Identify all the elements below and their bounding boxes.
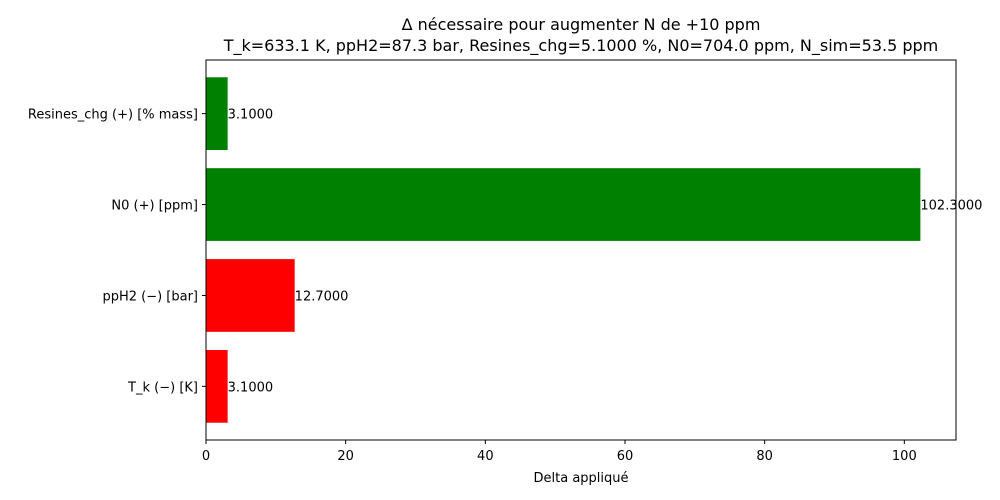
plot-frame: [205, 59, 957, 441]
x-tick-label-5: 100: [892, 449, 917, 464]
bar-1: [206, 259, 295, 332]
bar-3: [206, 77, 228, 150]
bar-2: [206, 168, 921, 241]
y-tick-label-1: ppH2 (−) [bar]: [102, 289, 198, 304]
bars-layer: [206, 77, 921, 423]
bar-value-label-0: 3.1000: [228, 380, 274, 395]
x-axis-ticks: 0 20 40 60 80 100: [202, 440, 917, 464]
bar-value-label-3: 3.1000: [228, 108, 274, 123]
x-tick-label-1: 20: [337, 449, 354, 464]
data-labels-layer: 3.1000 12.7000 102.3000 3.1000: [228, 108, 983, 396]
y-axis-ticks: T_k (−) [K] ppH2 (−) [bar] N0 (+) [ppm] Res…: [28, 108, 206, 395]
x-axis-label: Delta appliqué: [534, 471, 629, 486]
y-tick-label-0: T_k (−) [K]: [127, 380, 198, 395]
bar-value-label-1: 12.7000: [295, 289, 349, 304]
y-tick-label-2: N0 (+) [ppm]: [111, 199, 198, 214]
x-tick-label-3: 60: [617, 449, 634, 464]
y-tick-label-3: Resines_chg (+) [% mass]: [28, 108, 198, 123]
x-tick-label-4: 80: [756, 449, 773, 464]
chart-subtitle: T_k=633.1 K, ppH2=87.3 bar, Resines_chg=…: [223, 36, 939, 56]
x-tick-label-2: 40: [477, 449, 494, 464]
chart-title: Δ nécessaire pour augmenter N de +10 ppm: [402, 15, 761, 34]
bar-0: [206, 350, 228, 423]
bar-value-label-2: 102.3000: [920, 199, 982, 214]
x-tick-label-0: 0: [202, 449, 210, 464]
